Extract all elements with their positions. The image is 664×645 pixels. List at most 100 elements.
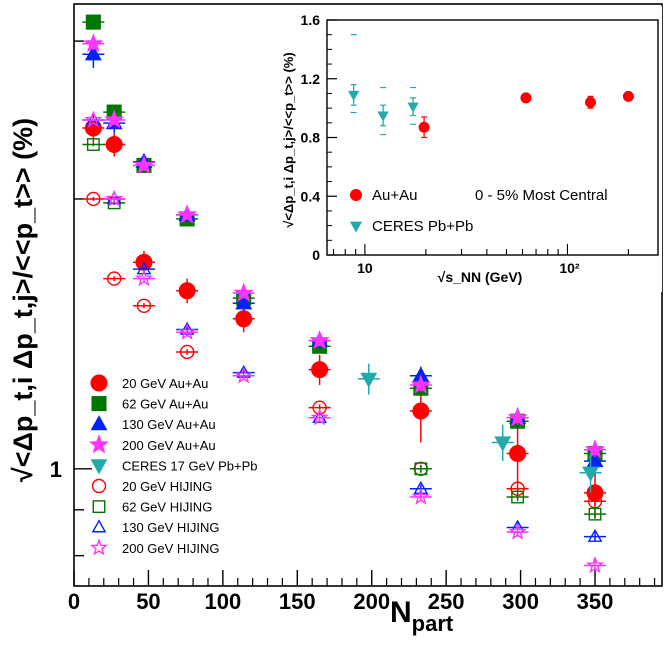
inset-legend-label: Au+Au [372, 187, 417, 204]
legend-marker [91, 519, 107, 533]
inset-y-tick-label: 0.8 [301, 130, 321, 146]
data-point [177, 204, 198, 224]
x-tick-label: 300 [502, 589, 539, 614]
x-tick-label: 200 [353, 589, 390, 614]
data-point [507, 407, 528, 427]
inset-plot: 0 0.4 0.8 1.2 1.6 10 10² √s_NN (GeV) √<Δp_t,i Δp… [278, 6, 662, 292]
data-point [136, 261, 152, 275]
inset-series-au-au [418, 90, 634, 139]
data-point [104, 109, 125, 129]
legend-label: 62 GeV Au+Au [122, 397, 208, 412]
data-point [106, 271, 122, 286]
legend-marker [90, 415, 108, 431]
data-point [235, 310, 253, 328]
x-tick-label: 100 [205, 589, 242, 614]
data-point [511, 490, 525, 504]
legend-label: 130 GeV Au+Au [122, 417, 216, 432]
legend-label: CERES 17 GeV Pb+Pb [122, 458, 258, 473]
data-point [233, 282, 254, 302]
legend-label: 130 GeV HIJING [122, 520, 220, 535]
data-point [309, 329, 330, 350]
data-point [83, 33, 104, 53]
data-point [235, 294, 253, 310]
legend-marker [91, 396, 107, 412]
inset-legend-marker [350, 189, 362, 201]
x-tick-label: 0 [68, 589, 80, 614]
data-point [310, 408, 329, 426]
data-point [84, 45, 102, 61]
data-point [585, 96, 597, 108]
data-point [586, 555, 604, 574]
legend-label: 20 GeV HIJING [122, 479, 212, 494]
data-point [407, 102, 419, 113]
series-ceres-17-gev-pb-pb [357, 363, 602, 493]
main-frame [73, 3, 663, 587]
data-point [312, 409, 327, 424]
legend-marker [91, 478, 107, 494]
legend-label: 200 GeV HIJING [122, 541, 220, 556]
legend-label: 20 GeV Au+Au [122, 376, 208, 391]
inset-y-tick-label: 1.2 [301, 71, 321, 87]
data-point [418, 121, 430, 133]
inset-legend-marker [349, 221, 363, 233]
data-point [178, 282, 196, 300]
inset-annotation: 0 - 5% Most Central [475, 187, 608, 204]
data-point [588, 507, 602, 521]
data-point [582, 466, 599, 482]
data-point [133, 154, 155, 174]
data-point [348, 90, 360, 101]
data-point [86, 191, 101, 207]
data-point [85, 112, 101, 126]
data-point [85, 14, 101, 30]
inset-x-tick-label: 10 [357, 260, 373, 276]
data-point [520, 92, 532, 104]
inset-legend-label: CERES Pb+Pb [372, 218, 473, 235]
data-point [494, 436, 512, 452]
inset-x-tick-label: 10² [559, 260, 580, 276]
data-point [360, 372, 378, 388]
data-point [508, 522, 527, 540]
data-point [410, 374, 431, 394]
series-200-gev-au-au [82, 33, 607, 459]
data-point [622, 90, 634, 102]
data-point [105, 189, 124, 207]
data-point [106, 191, 122, 205]
data-point [179, 344, 195, 360]
inset-y-tick-label: 0.4 [301, 188, 321, 204]
legend-label: 62 GeV HIJING [122, 500, 212, 515]
inset-y-tick-label: 1.6 [301, 12, 321, 28]
data-point [178, 322, 197, 340]
x-tick-label: 350 [577, 589, 614, 614]
inset-background [278, 6, 662, 292]
inset-series-ceres-pb-pb [348, 34, 419, 136]
data-point [509, 445, 527, 463]
y-tick-label: 1 [50, 457, 62, 482]
data-point [312, 400, 327, 415]
data-point [587, 528, 603, 542]
legend-marker [90, 459, 108, 475]
legend-marker [92, 500, 106, 514]
data-point [412, 402, 430, 420]
inset-y-tick-label: 0 [312, 247, 320, 263]
data-point [234, 366, 253, 384]
series-200-gev-hijing [82, 110, 607, 574]
data-point [584, 439, 606, 459]
legend-marker [90, 538, 108, 556]
x-tick-label: 50 [136, 589, 160, 614]
inset-y-axis-title: √<Δp_t,i Δp_t,j>/<<p_t>> (%) [281, 52, 296, 227]
data-point [377, 111, 389, 122]
x-tick-label: 150 [279, 589, 316, 614]
x-axis-title: Npart [390, 596, 454, 636]
data-point [311, 361, 329, 379]
y-axis-title: √<Δp_t,i Δp_t,j>/<<p_t>> (%) [8, 118, 38, 482]
data-point [411, 487, 430, 505]
data-point [136, 298, 152, 313]
data-point [105, 136, 123, 154]
data-point [414, 462, 428, 476]
data-point [135, 269, 153, 287]
x-tick-label: 250 [428, 589, 465, 614]
legend-label: 200 GeV Au+Au [122, 438, 216, 453]
data-point [84, 110, 103, 128]
legend-marker [88, 434, 110, 454]
